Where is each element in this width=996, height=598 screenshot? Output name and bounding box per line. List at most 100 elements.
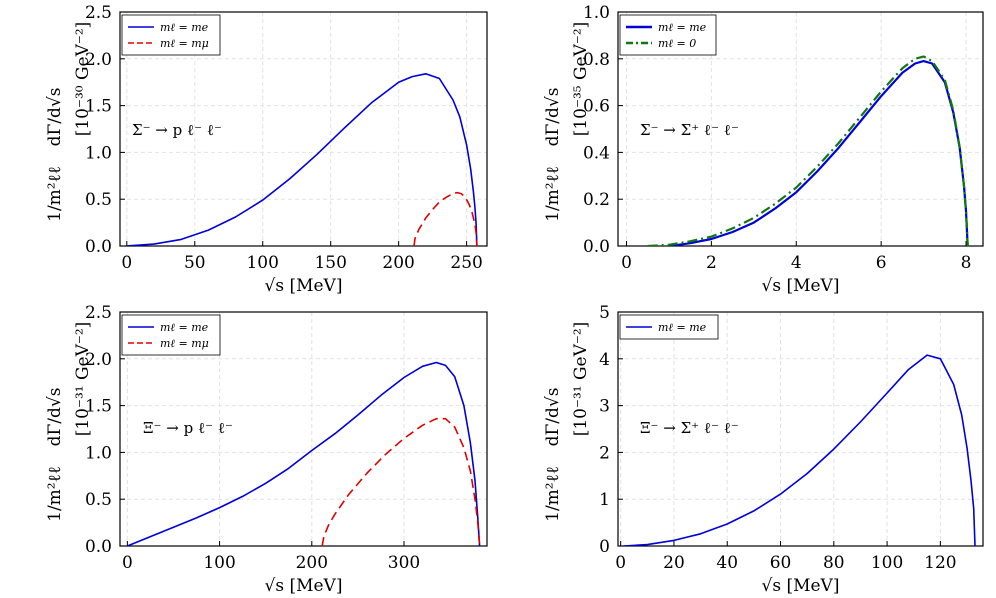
chart-panel-1: 0 50 100 150 200 250 0.0 0.5 1.0 1.5 2.0 2.5 mℓ = me…: [45, 3, 488, 296]
y-tick-label: 0.5: [85, 490, 112, 510]
x-axis-label: √s [MeV]: [265, 576, 343, 596]
y-axis-prefactor-group: 1/m²ℓℓ: [45, 166, 65, 222]
y-tick-label: 2.5: [85, 303, 112, 323]
y-axis-prefactor-group: 1/m²ℓℓ: [543, 166, 563, 222]
y-tick-label: 2.5: [85, 3, 112, 23]
series-line-1: [669, 59, 969, 246]
x-tick-label: 200: [296, 553, 328, 573]
x-tick-label: 0: [122, 553, 133, 573]
chart-panel-3: 0 100 200 300 0.0 0.5 1.0 1.5 2.0 2.5 mℓ = me mℓ = …: [45, 303, 488, 596]
y-tick-label: 0.8: [583, 50, 610, 70]
legend-label: mℓ = me: [658, 21, 707, 34]
y-tick-label: 4: [599, 350, 610, 370]
y-tick-label: 2.0: [85, 350, 112, 370]
y-axis-prefactor: 1/m²ℓℓ: [45, 466, 65, 522]
y-axis-derivative: dΓ/d√s: [543, 88, 563, 147]
y-axis-prefactor-group: 1/m²ℓℓ: [45, 466, 65, 522]
y-tick-label: 0.4: [583, 143, 610, 163]
x-tick-label: 100: [203, 553, 235, 573]
x-tick-label: 200: [382, 253, 414, 273]
y-tick-label: 5: [599, 303, 610, 323]
x-tick-label: 2: [706, 253, 717, 273]
y-tick-label: 1.5: [85, 97, 112, 117]
y-axis-unit-group: [10⁻³¹ GeV⁻²]: [571, 322, 591, 437]
legend-label: mℓ = mμ: [160, 37, 209, 50]
x-tick-label: 60: [770, 553, 792, 573]
y-tick-label: 0.0: [85, 537, 112, 557]
y-axis-prefactor: 1/m²ℓℓ: [543, 466, 563, 522]
x-tick-label: 300: [388, 553, 420, 573]
series-line-2: [647, 55, 969, 246]
y-tick-label: 1.0: [85, 143, 112, 163]
plot-frame: [119, 311, 488, 547]
x-tick-label: 0: [615, 553, 626, 573]
x-tick-label: 8: [961, 253, 972, 273]
y-tick-label: 0.6: [583, 97, 610, 117]
y-axis-derivative-group: dΓ/d√s: [543, 388, 563, 447]
y-axis-unit: [10⁻³¹ GeV⁻²]: [73, 322, 93, 437]
x-tick-label: 150: [314, 253, 346, 273]
x-axis-label: √s [MeV]: [762, 276, 840, 296]
reaction-annotation: Ξ⁻ → Σ⁺ ℓ⁻ ℓ⁻: [640, 419, 739, 437]
y-tick-label: 2.0: [85, 50, 112, 70]
y-axis-prefactor-group: 1/m²ℓℓ: [543, 466, 563, 522]
y-tick-label: 0.2: [583, 190, 610, 210]
y-tick-label: 0.5: [85, 190, 112, 210]
legend-label: mℓ = me: [160, 321, 209, 334]
y-tick-label: 1: [599, 490, 610, 510]
y-tick-label: 3: [599, 397, 610, 417]
x-tick-label: 100: [246, 253, 278, 273]
series-line-1: [623, 354, 976, 546]
x-tick-label: 100: [871, 553, 903, 573]
y-axis-derivative: dΓ/d√s: [45, 388, 65, 447]
x-tick-label: 0: [621, 253, 632, 273]
y-axis-prefactor: 1/m²ℓℓ: [45, 166, 65, 222]
x-axis-label: √s [MeV]: [762, 576, 840, 596]
legend-box: [619, 14, 717, 56]
legend-label: mℓ = me: [658, 321, 707, 334]
y-axis-unit-group: [10⁻³¹ GeV⁻²]: [73, 322, 93, 437]
y-tick-label: 1.0: [583, 3, 610, 23]
y-axis-derivative-group: dΓ/d√s: [45, 388, 65, 447]
y-tick-label: 0.0: [85, 237, 112, 257]
x-tick-label: 50: [184, 253, 206, 273]
x-tick-label: 20: [663, 553, 685, 573]
reaction-annotation: Ξ⁻ → p ℓ⁻ ℓ⁻: [143, 419, 233, 437]
y-axis-derivative-group: dΓ/d√s: [45, 88, 65, 147]
chart-panel-2: 0 2 4 6 8 0.0 0.2 0.4 0.6 0.8 1.0 mℓ = me mℓ = 0 Σ⁻ →…: [543, 3, 984, 296]
y-axis-derivative: dΓ/d√s: [543, 388, 563, 447]
legend-label: mℓ = me: [160, 21, 209, 34]
chart-panel-4: 0 20 40 60 80 100 120 0 1 2 3 4 5 mℓ = me Ξ⁻ → Σ⁺ ℓ⁻ ℓ…: [543, 303, 984, 596]
y-axis-unit: [10⁻³¹ GeV⁻²]: [571, 322, 591, 437]
reaction-annotation: Σ⁻ → p ℓ⁻ ℓ⁻: [132, 121, 222, 139]
y-axis-unit: [10⁻³⁰ GeV⁻²]: [73, 22, 93, 137]
x-tick-label: 4: [791, 253, 802, 273]
legend-label: mℓ = 0: [658, 37, 696, 50]
x-tick-label: 0: [121, 253, 132, 273]
y-tick-label: 1.0: [85, 443, 112, 463]
plot-frame: [617, 311, 984, 547]
x-tick-label: 120: [924, 553, 956, 573]
series-line-1: [127, 361, 481, 546]
series-line-2: [413, 191, 478, 246]
legend-box: [121, 314, 221, 356]
y-tick-label: 1.5: [85, 397, 112, 417]
plot-frame: [119, 11, 488, 247]
series-line-2: [321, 417, 481, 546]
y-axis-unit: [10⁻³⁵ GeV⁻²]: [571, 22, 591, 137]
y-axis-derivative-group: dΓ/d√s: [543, 88, 563, 147]
y-tick-label: 2: [599, 443, 610, 463]
x-tick-label: 40: [716, 553, 738, 573]
legend-box: [121, 14, 221, 56]
x-axis-label: √s [MeV]: [265, 276, 343, 296]
series-line-1: [126, 73, 478, 246]
x-tick-label: 250: [450, 253, 482, 273]
y-axis-unit-group: [10⁻³⁵ GeV⁻²]: [571, 22, 591, 137]
reaction-annotation: Σ⁻ → Σ⁺ ℓ⁻ ℓ⁻: [640, 121, 739, 139]
y-tick-label: 0: [599, 537, 610, 557]
x-tick-label: 80: [823, 553, 845, 573]
y-axis-derivative: dΓ/d√s: [45, 88, 65, 147]
plot-frame: [617, 11, 984, 247]
legend-label: mℓ = mμ: [160, 337, 209, 350]
